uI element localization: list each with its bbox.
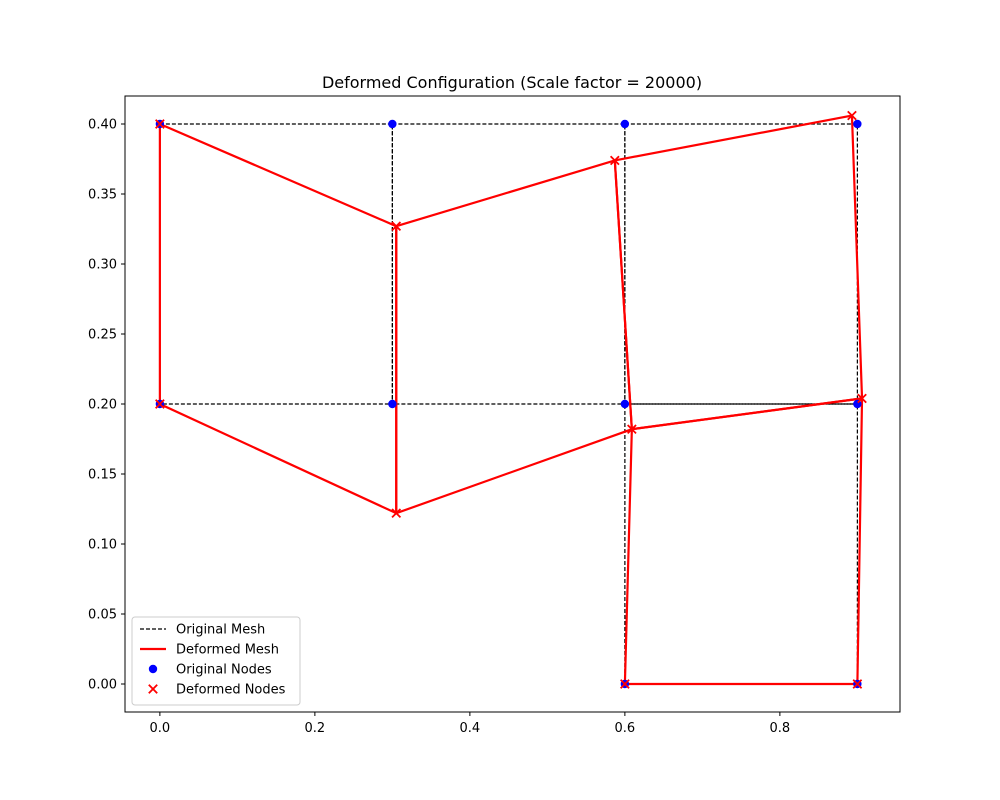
- original-node-point: [620, 119, 630, 129]
- legend-entry: Deformed Mesh: [140, 643, 279, 658]
- original-node-point: [388, 119, 397, 129]
- y-tick-label: 0.15: [88, 468, 117, 483]
- deformed-mesh-element: [395, 158, 634, 515]
- y-tick-label: 0.20: [88, 398, 117, 413]
- deformed-node-point: [609, 155, 620, 166]
- x-tick-label: 0.8: [770, 721, 791, 736]
- original-mesh-element: [391, 123, 626, 405]
- deformed-node-point: [155, 399, 165, 409]
- x-tick-label: 0.4: [460, 721, 481, 736]
- deformed-nodes: [155, 110, 867, 689]
- deformed-mesh-element: [623, 397, 864, 686]
- x-tick-label: 0.0: [150, 721, 171, 736]
- y-tick-label: 0.00: [88, 678, 117, 693]
- deformed-node-point: [627, 424, 637, 435]
- legend: Original Mesh Deformed Mesh Original Nodes…: [131, 616, 301, 706]
- legend-entry: Original Nodes: [148, 663, 272, 678]
- deformed-node-point: [852, 679, 863, 689]
- original-mesh-element: [624, 403, 858, 685]
- original-node-point: [620, 399, 630, 409]
- deformed-node-point: [857, 393, 867, 404]
- legend-swatch: [148, 684, 158, 694]
- y-tick-label: 0.05: [88, 608, 117, 623]
- legend-entry: Original Mesh: [140, 623, 265, 638]
- y-tick-label: 0.10: [88, 538, 117, 553]
- y-tick-label: 0.35: [88, 188, 117, 203]
- deformed-mesh-element: [158, 122, 398, 515]
- plot-area: [155, 110, 867, 689]
- original-node-point: [853, 119, 862, 129]
- legend-entry: Deformed Nodes: [148, 683, 286, 698]
- deformed-node-point: [391, 221, 402, 232]
- deformed-node-point: [155, 119, 165, 129]
- axis-ticks: 0.0 0.2 0.4 0.6 0.8 0.00 0.05 0.10 0.15 0.20 0.25 0…: [88, 118, 790, 737]
- chart-title: Deformed Configuration (Scale factor = 2…: [322, 73, 702, 92]
- legend-label: Original Nodes: [176, 663, 272, 678]
- x-tick-label: 0.6: [615, 721, 636, 736]
- deformed-node-point: [620, 679, 630, 689]
- deformed-mesh: [158, 114, 864, 686]
- legend-label: Deformed Mesh: [176, 643, 279, 658]
- legend-box: [131, 616, 301, 706]
- legend-label: Original Mesh: [176, 623, 265, 638]
- original-node-point: [388, 399, 397, 409]
- deformed-node-point: [391, 508, 402, 519]
- y-tick-label: 0.30: [88, 258, 117, 273]
- deformed-mesh-element: [613, 114, 864, 431]
- original-mesh-element: [159, 123, 393, 405]
- deformed-node-point: [847, 110, 857, 121]
- legend-swatch: [148, 664, 158, 674]
- legend-label: Deformed Nodes: [176, 683, 286, 698]
- y-tick-label: 0.25: [88, 328, 117, 343]
- x-tick-label: 0.2: [305, 721, 326, 736]
- original-mesh-element: [624, 123, 858, 405]
- y-tick-label: 0.40: [88, 118, 117, 133]
- original-mesh: [159, 123, 858, 685]
